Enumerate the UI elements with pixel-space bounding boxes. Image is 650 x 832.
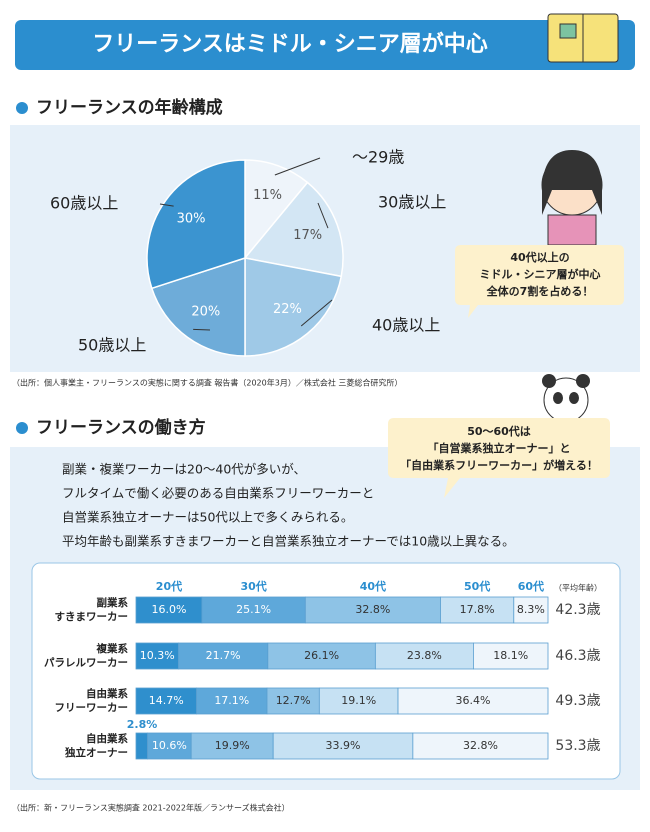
category-label: 複業系: [96, 642, 129, 655]
value-label: 16.0%: [151, 603, 186, 616]
value-label: 19.9%: [215, 739, 250, 752]
pie-slice: [244, 159, 309, 261]
bar-segment: [135, 732, 148, 760]
bar-segment: [147, 732, 192, 760]
description: フルタイムで働く必要のある自由業系フリーワーカーと: [62, 486, 374, 501]
value-label: 2.8%: [127, 718, 158, 731]
source: （出所：新・フリーランス実態調査 2021-2022年版／ランサーズ株式会社）: [12, 803, 290, 813]
callout-text: 「自営業系独立オーナー」と: [428, 441, 571, 455]
category-label: 60歳以上: [50, 194, 118, 213]
legend-label: 60代: [518, 579, 544, 593]
callout-text: ミドル・シニア層が中心: [480, 267, 601, 281]
category-label: 30歳以上: [378, 193, 446, 212]
bar-segment: [473, 642, 549, 670]
value-label: 10.6%: [152, 739, 187, 752]
source: （出所：個人事業主・フリーランスの実態に関する調査 報告書（2020年3月）／株…: [12, 378, 402, 388]
panda-icon: [542, 374, 590, 423]
value-label: 36.4%: [456, 694, 491, 707]
average-label: 49.3歳: [555, 693, 600, 709]
average-title: （平均年齢）: [554, 583, 602, 593]
value-label: 11%: [253, 188, 282, 203]
header-banner: [15, 20, 635, 70]
bar-segment: [178, 642, 269, 670]
value-label: 32.8%: [463, 739, 498, 752]
value-label: 23.8%: [407, 649, 442, 662]
value-label: 14.7%: [149, 694, 184, 707]
bar-segment: [513, 596, 549, 624]
category-label: 50歳以上: [78, 336, 146, 355]
category-label: 独立オーナー: [64, 746, 128, 759]
leader-line: [274, 157, 321, 176]
value-label: 26.1%: [304, 649, 339, 662]
average-label: 46.3歳: [555, 648, 600, 664]
value-label: 12.7%: [276, 694, 311, 707]
description: 副業・複業ワーカーは20～40代が多いが、: [62, 462, 306, 477]
bar-segment: [374, 642, 474, 670]
section-title: フリーランスの働き方: [36, 417, 206, 438]
section-title: フリーランスの年齢構成: [36, 97, 223, 118]
leader-line: [300, 299, 333, 327]
category-label: ～29歳: [352, 148, 404, 167]
description: 平均年齢も副業系すきまワーカーと自営業系独立オーナーでは10歳以上異なる。: [62, 534, 515, 549]
average-label: 53.3歳: [555, 738, 600, 754]
category-label: 副業系: [97, 596, 129, 609]
bar-segment: [267, 642, 376, 670]
category-label: 自由業系: [86, 687, 128, 700]
callout-text: 全体の7割を占める！: [486, 284, 594, 298]
category-label: フリーワーカー: [55, 702, 129, 714]
header-title: フリーランスはミドル・シニア層が中心: [92, 31, 488, 57]
average-label: 42.3歳: [555, 602, 600, 618]
book-icon: [547, 13, 619, 63]
value-label: 25.1%: [236, 603, 271, 616]
value-label: 19.1%: [341, 694, 376, 707]
bullet: [16, 102, 28, 114]
callout-text: 50～60代は: [467, 424, 531, 438]
bar-segment: [272, 732, 414, 760]
leader-line: [159, 203, 174, 207]
category-label: すきまワーカー: [55, 611, 129, 623]
callout-text: 「自由業系フリーワーカー」が増える！: [400, 458, 598, 472]
value-label: 21.7%: [206, 649, 241, 662]
bar-segment: [135, 596, 203, 624]
leader-line: [193, 328, 211, 331]
pie-slice: [146, 159, 246, 290]
value-label: 18.1%: [493, 649, 528, 662]
value-label: 22%: [273, 302, 302, 317]
callout-bubble: [455, 245, 624, 318]
bar-segment: [135, 687, 197, 715]
bar-segment: [304, 596, 441, 624]
callout-bubble: [388, 418, 610, 498]
bullet: [16, 422, 28, 434]
legend-label: 50代: [464, 579, 490, 593]
legend-label: 30代: [240, 579, 266, 593]
callout-text: 40代以上の: [510, 250, 569, 264]
category-label: 自由業系: [86, 732, 128, 745]
value-label: 17.8%: [460, 603, 495, 616]
bar-segment: [397, 687, 549, 715]
value-label: 8.3%: [517, 603, 545, 616]
value-label: 10.3%: [140, 649, 175, 662]
description: 自営業系独立オーナーは50代以上で多くみられる。: [62, 510, 353, 525]
category-label: 40歳以上: [372, 316, 440, 335]
value-label: 20%: [191, 304, 220, 319]
bar-segment: [266, 687, 320, 715]
pie-slice: [150, 256, 246, 357]
pie-slice: [244, 257, 343, 357]
person-icon: [541, 150, 603, 246]
bar-segment: [412, 732, 549, 760]
leader-line: [317, 202, 329, 229]
value-label: 30%: [177, 211, 206, 226]
bar-segment: [190, 732, 274, 760]
category-label: パラレルワーカー: [44, 657, 128, 669]
bar-segment: [196, 687, 268, 715]
value-label: 33.9%: [326, 739, 361, 752]
bar-segment: [318, 687, 399, 715]
pie-slice: [243, 181, 344, 278]
value-label: 32.8%: [355, 603, 390, 616]
value-label: 17%: [293, 228, 322, 243]
legend-label: 20代: [156, 579, 182, 593]
value-label: 17.1%: [214, 694, 249, 707]
legend-label: 40代: [360, 579, 386, 593]
